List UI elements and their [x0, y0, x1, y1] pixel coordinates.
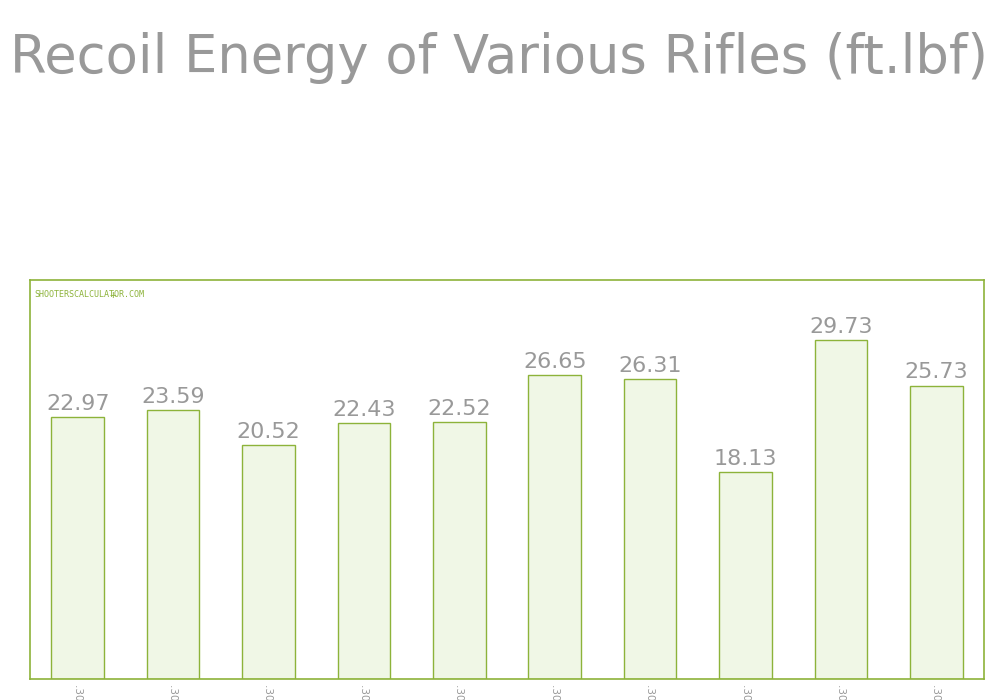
Bar: [719, 473, 772, 679]
Text: 22.97: 22.97: [46, 393, 110, 414]
Bar: [433, 422, 486, 679]
Bar: [338, 424, 391, 679]
Text: 22.52: 22.52: [428, 399, 492, 419]
Text: SHOOTERSCALCULATOR.COM: SHOOTERSCALCULATOR.COM: [35, 290, 145, 299]
Text: 26.65: 26.65: [522, 352, 586, 372]
Text: 18.13: 18.13: [713, 449, 777, 469]
Bar: [147, 410, 200, 679]
Text: 23.59: 23.59: [141, 386, 205, 407]
Text: 20.52: 20.52: [237, 421, 301, 442]
Bar: [51, 417, 104, 679]
Bar: [528, 375, 581, 679]
Text: Recoil Energy of Various Rifles (ft.lbf): Recoil Energy of Various Rifles (ft.lbf): [11, 32, 988, 83]
Bar: [910, 386, 963, 679]
Text: 29.73: 29.73: [809, 316, 873, 337]
Text: 26.31: 26.31: [618, 356, 682, 376]
Bar: [814, 340, 867, 679]
Bar: [242, 445, 295, 679]
Bar: [623, 379, 676, 679]
Text: +: +: [109, 290, 116, 300]
Text: 22.43: 22.43: [332, 400, 396, 420]
Text: 25.73: 25.73: [904, 363, 968, 382]
